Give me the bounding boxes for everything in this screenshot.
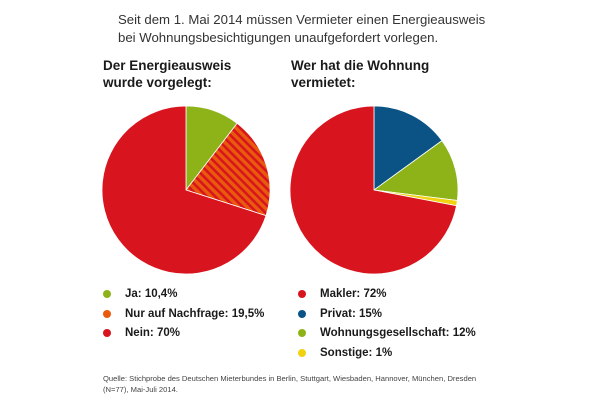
- intro-text: Seit dem 1. Mai 2014 müssen Vermieter ei…: [118, 11, 578, 47]
- chart-title-energieausweis: Der Energieausweis wurde vorgelegt:: [103, 57, 231, 91]
- pie-energieausweis: [101, 105, 271, 275]
- legend-swatch: [298, 329, 306, 337]
- legend-swatch: [103, 290, 111, 298]
- chart-title-line-2: wurde vorgelegt:: [103, 75, 212, 90]
- pie-slice-wohnungsgesellschaft: [372, 140, 459, 201]
- legend-swatch: [298, 309, 306, 318]
- chart-title-vermieter: Wer hat die Wohnung vermietet:: [291, 57, 429, 91]
- legend-item-wohnungsgesellschaft: Wohnungsgesellschaft: 12%: [298, 327, 476, 347]
- pie-slice-makler: [289, 105, 457, 275]
- legend-item-sonstige: Sonstige: 1%: [298, 347, 476, 367]
- legend-swatch: [298, 348, 306, 357]
- chart-title-line-2: vermietet:: [291, 75, 356, 90]
- source-note: Quelle: Stichprobe des Deutschen Mieterb…: [103, 373, 573, 395]
- legend-swatch: [103, 309, 111, 318]
- source-line-1: Quelle: Stichprobe des Deutschen Mieterb…: [103, 374, 477, 383]
- legend-vermieter: Makler: 72% Privat: 15% Wohnungsgesellscha…: [298, 288, 476, 366]
- legend-item-nein: Nein: 70%: [103, 327, 264, 347]
- legend-label: Privat: 15%: [320, 307, 383, 320]
- legend-swatch: [298, 290, 306, 298]
- legend-item-nur-auf-nachfrage: Nur auf Nachfrage: 19,5%: [103, 308, 264, 328]
- legend-label: Wohnungsgesellschaft: 12%: [320, 327, 476, 339]
- legend-energieausweis: Ja: 10,4% Nur auf Nachfrage: 19,5% Nein: 7…: [103, 288, 264, 347]
- legend-label: Makler: 72%: [320, 288, 387, 300]
- legend-swatch: [103, 329, 111, 337]
- chart-title-line-1: Wer hat die Wohnung: [291, 58, 430, 73]
- legend-item-ja: Ja: 10,4%: [103, 288, 264, 308]
- intro-line-2: bei Wohnungsbesichtigungen unaufgeforder…: [118, 30, 439, 45]
- pie-slice-nein: [101, 105, 267, 275]
- legend-item-makler: Makler: 72%: [298, 288, 476, 308]
- intro-line-1: Seit dem 1. Mai 2014 müssen Vermieter ei…: [118, 12, 486, 27]
- legend-label: Sonstige: 1%: [320, 346, 393, 359]
- chart-title-line-1: Der Energieausweis: [103, 58, 232, 73]
- pie-vermieter: [289, 105, 459, 275]
- legend-label: Nein: 70%: [125, 327, 180, 339]
- legend-label: Nur auf Nachfrage: 19,5%: [125, 307, 265, 320]
- legend-item-privat: Privat: 15%: [298, 308, 476, 328]
- legend-label: Ja: 10,4%: [125, 288, 178, 300]
- pie-slice-nur-auf-nachfrage: [185, 122, 271, 217]
- source-line-2: (N=77), Mai-Juli 2014.: [103, 385, 178, 394]
- pie-slice-privat: [373, 105, 443, 191]
